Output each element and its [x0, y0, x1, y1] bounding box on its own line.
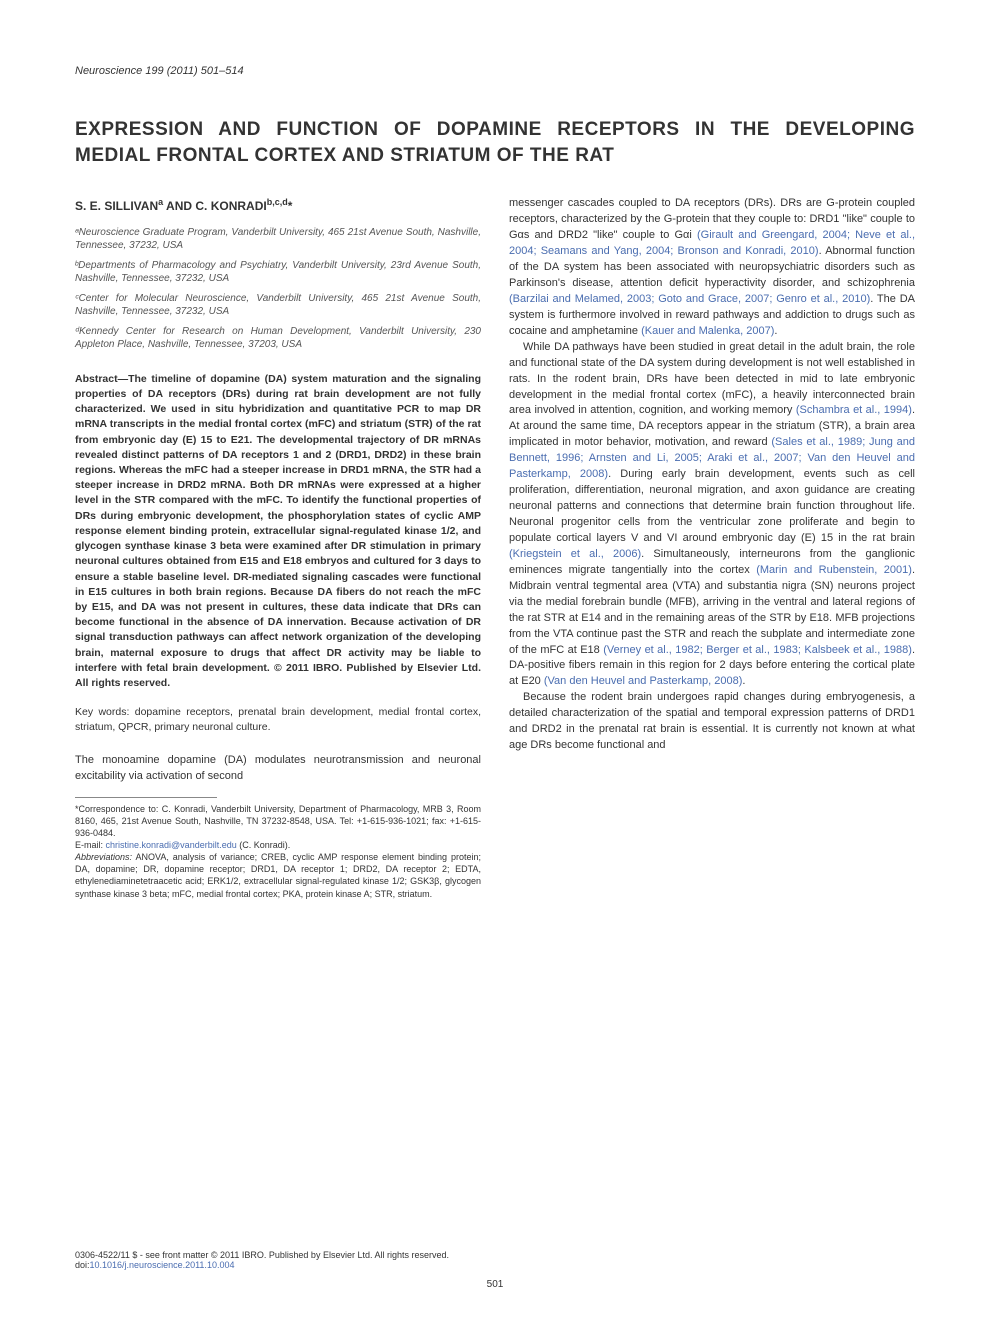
keywords-text: dopamine receptors, prenatal brain devel…	[75, 706, 481, 733]
correspondence-footnote: *Correspondence to: C. Konradi, Vanderbi…	[75, 803, 481, 852]
citation-link[interactable]: (Van den Heuvel and Pasterkamp, 2008)	[544, 675, 743, 687]
affiliation-d: ᵈKennedy Center for Research on Human De…	[75, 325, 481, 352]
email-tail: (C. Konradi).	[237, 840, 291, 850]
correspondence-email[interactable]: christine.konradi@vanderbilt.edu	[106, 840, 237, 850]
citation-link[interactable]: (Verney et al., 1982; Berger et al., 198…	[603, 644, 912, 656]
abbreviations-footnote: Abbreviations: ANOVA, analysis of varian…	[75, 851, 481, 900]
doi-label: doi:	[75, 1260, 90, 1270]
keywords-label: Key words:	[75, 706, 129, 718]
affiliation-c: ᶜCenter for Molecular Neuroscience, Vand…	[75, 292, 481, 319]
right-column: messenger cascades coupled to DA recepto…	[509, 196, 915, 899]
correspondence-text: *Correspondence to: C. Konradi, Vanderbi…	[75, 804, 481, 838]
email-label: E-mail:	[75, 840, 106, 850]
citation-link[interactable]: (Kriegstein et al., 2006)	[509, 548, 641, 560]
copyright-text: 0306-4522/11 $ - see front matter © 2011…	[75, 1250, 449, 1260]
p2-text-g: .	[742, 675, 745, 687]
abbreviations-text: ANOVA, analysis of variance; CREB, cycli…	[75, 852, 481, 898]
footnote-separator	[75, 797, 217, 798]
body-paragraph-1: messenger cascades coupled to DA recepto…	[509, 196, 915, 339]
article-title: EXPRESSION AND FUNCTION OF DOPAMINE RECE…	[75, 117, 915, 168]
p2-text-e: . Midbrain ventral tegmental area (VTA) …	[509, 564, 915, 656]
intro-paragraph: The monoamine dopamine (DA) modulates ne…	[75, 753, 481, 785]
body-paragraph-3: Because the rodent brain undergoes rapid…	[509, 690, 915, 754]
two-column-layout: S. E. SILLIVANa AND C. KONRADIb,c,d* ᵃNe…	[75, 196, 915, 899]
citation-link[interactable]: (Schambra et al., 1994)	[796, 404, 912, 416]
affiliation-b: ᵇDepartments of Pharmacology and Psychia…	[75, 259, 481, 286]
journal-reference: Neuroscience 199 (2011) 501–514	[75, 65, 915, 77]
keywords: Key words: dopamine receptors, prenatal …	[75, 705, 481, 734]
copyright-bar: 0306-4522/11 $ - see front matter © 2011…	[75, 1250, 915, 1270]
doi-link[interactable]: 10.1016/j.neuroscience.2011.10.004	[90, 1260, 235, 1270]
left-column: S. E. SILLIVANa AND C. KONRADIb,c,d* ᵃNe…	[75, 196, 481, 899]
abstract: Abstract—The timeline of dopamine (DA) s…	[75, 372, 481, 692]
body-paragraph-2: While DA pathways have been studied in g…	[509, 340, 915, 691]
author-list: S. E. SILLIVANa AND C. KONRADIb,c,d*	[75, 196, 481, 215]
p1-text-d: .	[774, 325, 777, 337]
citation-link[interactable]: (Kauer and Malenka, 2007)	[641, 325, 774, 337]
affiliation-a: ᵃNeuroscience Graduate Program, Vanderbi…	[75, 226, 481, 253]
citation-link[interactable]: (Barzilai and Melamed, 2003; Goto and Gr…	[509, 293, 870, 305]
page-number: 501	[0, 1279, 990, 1290]
citation-link[interactable]: (Marin and Rubenstein, 2001)	[756, 564, 912, 576]
